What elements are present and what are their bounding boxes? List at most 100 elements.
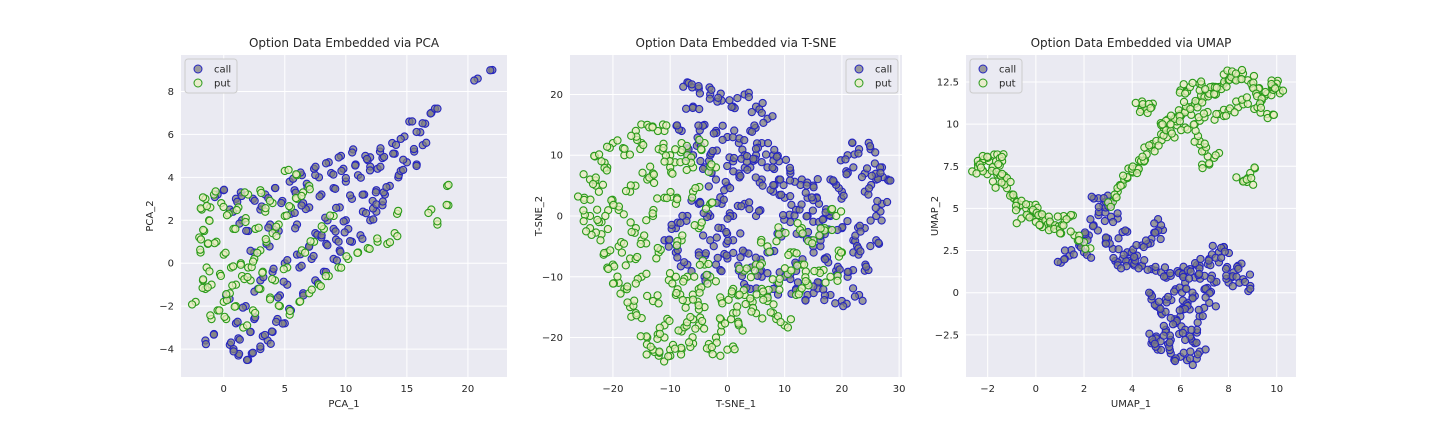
tsne-call-point [743,165,752,174]
pca-call-point [341,173,350,183]
tsne-put-point [679,277,688,286]
umap-put-point [1167,129,1177,138]
pca-put-point [282,211,291,220]
umap-call-point [1196,254,1205,264]
pca-call-point [358,234,367,243]
tsne-put-point [821,278,830,287]
tsne-call-point [707,85,716,94]
tsne-put-point [758,314,767,323]
tsne-put-point [627,227,636,237]
umap-put-point [1035,220,1044,230]
tsne-call-point [861,262,871,271]
pca-call-point [323,241,332,250]
tsne-put-point [703,279,712,288]
tsne-call-point [713,253,722,263]
tsne-call-point [781,155,791,165]
umap-call-point [1217,253,1226,262]
tsne-call-point [736,253,745,262]
umap-put-point [1118,171,1128,180]
tsne-put-point [695,260,705,270]
tsne-put-point [655,329,665,338]
umap-legend-label-call: call [999,65,1016,76]
tsne-put-point [707,342,717,352]
tsne-call-point [758,98,767,108]
umap-put-point [1150,147,1159,156]
umap-put-point [1221,111,1231,120]
tsne-put-point [579,217,588,226]
tsne-put-point [596,236,605,245]
tsne-call-point [856,227,865,236]
tsne-put-point [678,231,687,240]
umap-put-point [997,152,1007,162]
umap-legend: call put [969,58,1023,94]
tsne-y-tick-label: 20 [550,90,563,101]
umap-call-point [1100,216,1110,226]
tsne-call-point [672,121,682,130]
tsne-put-point [766,308,775,317]
tsne-put-point [750,266,760,275]
pca-call-point [269,264,278,273]
tsne-put-point [642,216,651,225]
tsne-call-point [750,121,759,130]
umap-call-point [1193,318,1202,327]
pca-call-point [260,330,270,340]
tsne-call-point [754,207,764,216]
umap-call-point [1211,302,1220,311]
pca-put-point [317,222,326,231]
umap-put-point [1269,110,1279,120]
umap-call-point [1060,246,1070,255]
tsne-put-point [781,228,790,238]
tsne-call-point [723,161,732,171]
tsne-x-tick-label: 20 [836,384,849,395]
tsne-call-point [802,181,811,190]
umap-call-point [1069,250,1078,259]
tsne-call-point [719,195,728,204]
pca-put-point [274,301,283,310]
tsne-put-point [747,307,756,316]
tsne-put-point [608,279,618,288]
umap-call-point [1181,335,1190,345]
tsne-put-point [613,136,622,145]
tsne-call-point [778,211,788,220]
pca-call-point [332,256,342,265]
tsne-call-point [729,167,738,176]
tsne-call-point [785,176,795,185]
pca-call-point [266,339,275,348]
pca-call-point [248,348,257,357]
tsne-put-point [792,249,801,258]
umap-call-point [1163,292,1173,302]
umap-call-point [1234,264,1243,273]
tsne-call-point [728,133,737,142]
umap-put-point [1211,151,1220,160]
tsne-y-tick-label: 0 [557,212,563,223]
tsne-call-point [718,121,727,130]
pca-chart-title: Option Data Embedded via PCA [249,36,440,50]
umap-put-point [1248,180,1258,189]
tsne-put-point [632,311,641,320]
umap-x-tick-label: 10 [1270,384,1283,395]
tsne-put-point [810,266,819,276]
umap-x-tick-label: 6 [1177,384,1183,395]
pca-call-point [291,224,300,233]
pca-call-point [356,173,365,182]
umap-put-point [997,169,1007,179]
pca-call-point [264,223,273,232]
pca-put-point [250,308,260,318]
tsne-put-point [726,315,736,324]
umap-y-axis-label: UMAP_2 [930,196,941,236]
pca-call-point [290,208,299,218]
pca-call-point [267,327,277,336]
tsne-call-point [813,175,822,184]
pca-put-point [230,302,239,311]
tsne-put-point [602,166,611,175]
tsne-put-point [772,237,781,246]
tsne-call-point [866,241,875,251]
tsne-call-point [705,94,715,103]
tsne-put-point [769,300,778,309]
tsne-put-point [774,223,783,232]
pca-call-point [331,227,340,236]
umap-put-point [1237,65,1247,75]
umap-call-point [1121,226,1130,235]
pca-put-point [424,208,433,218]
pca-legend-label-call: call [214,65,231,76]
